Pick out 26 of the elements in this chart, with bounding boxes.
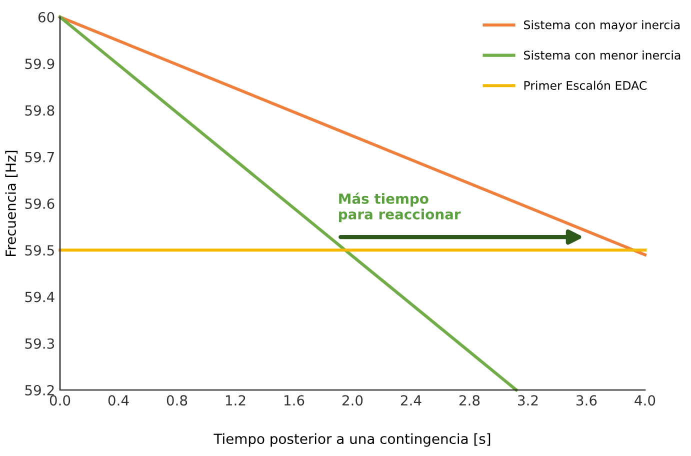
x-tick-label: 3.6 — [576, 395, 597, 406]
y-tick-label: 59.2 — [25, 384, 54, 396]
y-tick-label: 59.5 — [25, 245, 54, 256]
y-tick-label: 59.4 — [25, 292, 54, 302]
y-tick-label: 59.6 — [25, 198, 54, 209]
y-tick-label: 59.3 — [25, 338, 54, 349]
x-tick-label: 2.8 — [459, 395, 480, 406]
y-tick-label: 60 — [38, 12, 54, 22]
x-tick-label: 1.6 — [284, 395, 304, 406]
x-tick-label: 3.2 — [518, 395, 538, 406]
x-axis-title: Tiempo posterior a una contingencia [s] — [214, 433, 490, 447]
x-tick-label: 0.0 — [50, 395, 70, 406]
legend-label: Sistema con menor inercia — [524, 50, 680, 60]
x-tick-label: 0.4 — [108, 395, 129, 406]
x-tick-label: 1.2 — [226, 395, 246, 406]
y-tick-label: 59.7 — [25, 152, 54, 162]
annotation: Más tiempo para reaccionar — [339, 192, 461, 222]
x-tick-label: 2.4 — [400, 395, 422, 406]
y-axis-title: Frecuencia [Hz] — [5, 150, 18, 256]
y-tick-label: 59.8 — [25, 105, 54, 116]
legend-label: Primer Escalón EDAC — [524, 80, 647, 90]
legend-label: Sistema con mayor inercia — [524, 20, 680, 32]
x-tick-label: 4.0 — [634, 395, 656, 406]
x-tick-label: 2.0 — [342, 395, 363, 406]
y-tick-label: 59.9 — [25, 58, 54, 70]
x-tick-label: 0.8 — [166, 395, 188, 406]
